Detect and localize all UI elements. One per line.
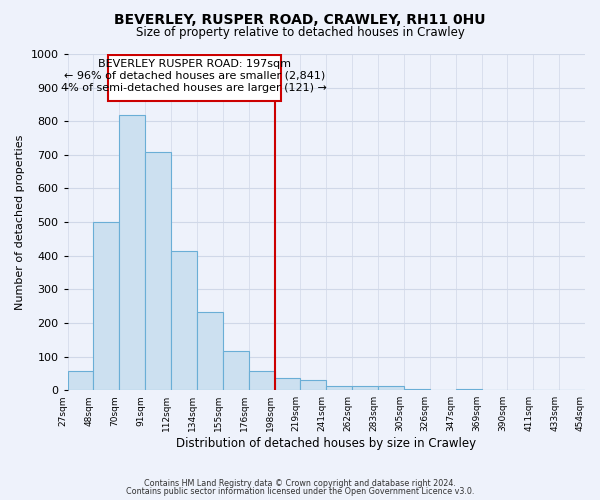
Bar [119,114,145,390]
Text: Contains HM Land Registry data © Crown copyright and database right 2024.: Contains HM Land Registry data © Crown c… [144,478,456,488]
Bar [378,386,404,390]
Bar [94,222,119,390]
Text: BEVERLEY RUSPER ROAD: 197sqm: BEVERLEY RUSPER ROAD: 197sqm [98,59,291,69]
Bar [455,388,482,390]
Bar [171,250,197,390]
X-axis label: Distribution of detached houses by size in Crawley: Distribution of detached houses by size … [176,437,476,450]
Text: 4% of semi-detached houses are larger (121) →: 4% of semi-detached houses are larger (1… [61,82,327,92]
Bar [352,386,378,390]
Bar [145,152,171,390]
Text: Contains public sector information licensed under the Open Government Licence v3: Contains public sector information licen… [126,487,474,496]
Bar [301,380,326,390]
Text: ← 96% of detached houses are smaller (2,841): ← 96% of detached houses are smaller (2,… [64,71,325,81]
Bar [275,378,301,390]
Text: BEVERLEY, RUSPER ROAD, CRAWLEY, RH11 0HU: BEVERLEY, RUSPER ROAD, CRAWLEY, RH11 0HU [114,12,486,26]
Bar [404,388,430,390]
Bar [248,371,275,390]
Bar [326,386,352,390]
Bar [68,371,94,390]
Bar [223,350,248,390]
Bar [197,312,223,390]
FancyBboxPatch shape [107,54,281,101]
Y-axis label: Number of detached properties: Number of detached properties [15,134,25,310]
Text: Size of property relative to detached houses in Crawley: Size of property relative to detached ho… [136,26,464,39]
